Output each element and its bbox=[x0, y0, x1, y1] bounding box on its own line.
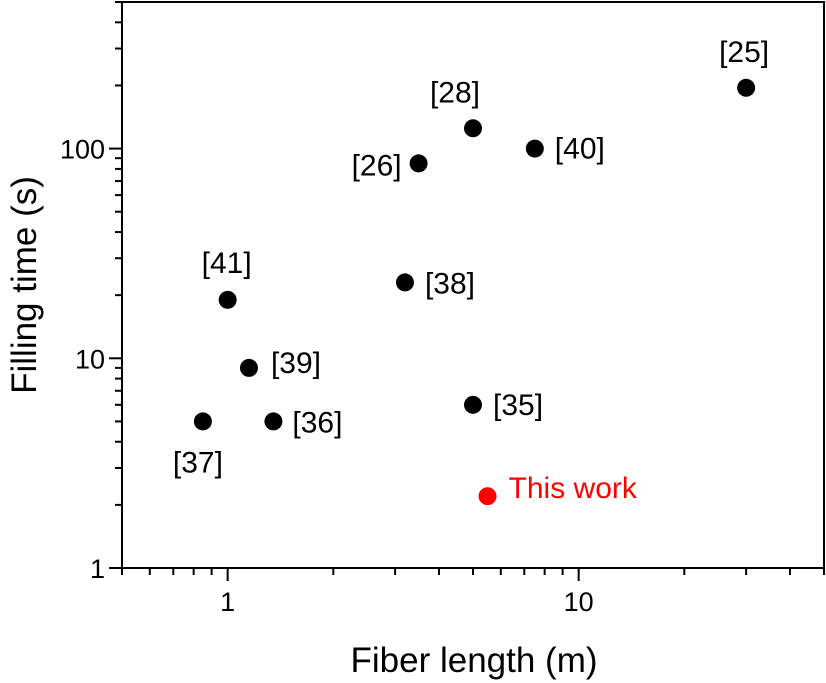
point-label: [40] bbox=[555, 133, 605, 166]
point-label: [37] bbox=[173, 446, 223, 479]
point-label: [25] bbox=[719, 36, 769, 69]
data-point bbox=[464, 119, 482, 138]
major-ticks bbox=[109, 147, 580, 581]
point-label: This work bbox=[509, 472, 638, 505]
data-points bbox=[193, 78, 756, 506]
data-point bbox=[737, 78, 756, 97]
data-point bbox=[395, 273, 414, 292]
tick-labels: 1 10 1 10 100 bbox=[60, 135, 594, 617]
point-label: [39] bbox=[271, 347, 321, 380]
data-point bbox=[264, 412, 283, 431]
data-point bbox=[478, 487, 497, 506]
point-label: [41] bbox=[202, 247, 252, 280]
data-point bbox=[464, 395, 482, 414]
y-tick-label: 1 bbox=[90, 554, 105, 584]
point-label: [28] bbox=[430, 76, 480, 109]
plot-frame bbox=[121, 1, 825, 569]
point-label: [26] bbox=[352, 149, 402, 182]
data-point bbox=[193, 412, 212, 431]
x-tick-label: 10 bbox=[564, 587, 594, 617]
y-axis-title: Filling time (s) bbox=[5, 176, 44, 394]
data-point bbox=[218, 290, 237, 309]
y-tick-label: 100 bbox=[60, 135, 105, 165]
data-point bbox=[239, 358, 258, 377]
point-label: [36] bbox=[292, 406, 342, 439]
x-tick-label: 1 bbox=[220, 587, 235, 617]
data-point bbox=[525, 139, 544, 158]
point-label: [38] bbox=[425, 267, 475, 300]
point-labels: [25] [28] [40] [26] [41] [38] [39] [37] [36] [35]… bbox=[173, 36, 769, 505]
data-point bbox=[409, 154, 428, 173]
point-label: [35] bbox=[493, 389, 543, 422]
x-axis-title: Fiber length (m) bbox=[350, 641, 597, 680]
minor-ticks bbox=[115, 1, 825, 575]
y-tick-label: 10 bbox=[75, 344, 105, 374]
